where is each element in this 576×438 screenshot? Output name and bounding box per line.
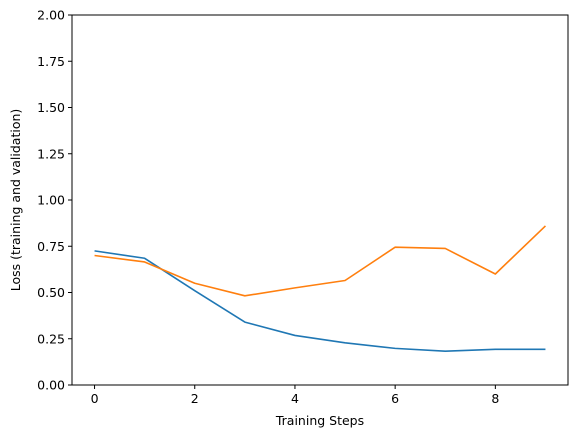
y-tick-label: 0.00 [37, 378, 65, 393]
x-tick-label: 2 [191, 391, 199, 406]
y-axis-label: Loss (training and validation) [8, 109, 23, 292]
y-tick-label: 0.75 [37, 239, 65, 254]
y-tick-label: 0.50 [37, 285, 65, 300]
series-line-1 [94, 250, 546, 352]
y-tick-label: 1.50 [37, 100, 65, 115]
x-tick-label: 8 [491, 391, 499, 406]
y-axis: 0.00 0.25 0.50 0.75 1.00 1.25 1.50 1.75 2.00 [37, 8, 72, 393]
y-tick-label: 1.75 [37, 54, 65, 69]
x-tick-label: 4 [291, 391, 299, 406]
x-tick-label: 0 [91, 391, 99, 406]
y-tick-label: 1.25 [37, 146, 65, 161]
x-axis: 0 2 4 6 8 [91, 385, 499, 406]
plot-area [71, 14, 569, 386]
series-line-2 [94, 225, 547, 297]
x-axis-label: Training Steps [275, 413, 364, 428]
axes-frame [71, 14, 569, 386]
y-tick-label: 2.00 [37, 8, 65, 23]
series-layer [94, 225, 547, 352]
y-tick-label: 0.25 [37, 331, 65, 346]
x-tick-label: 6 [391, 391, 399, 406]
y-tick-label: 1.00 [37, 193, 65, 208]
